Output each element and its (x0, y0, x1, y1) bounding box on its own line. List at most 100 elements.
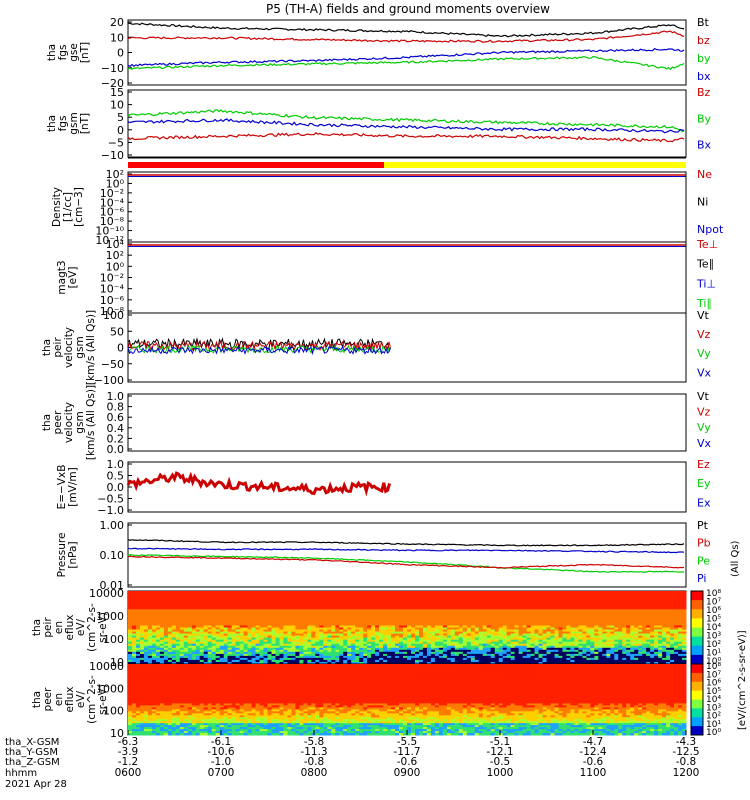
spectrogram-cell (203, 595, 209, 598)
spectrogram-cell (654, 647, 659, 651)
spectrogram-cell (239, 629, 245, 632)
spectrogram-cell (674, 641, 679, 645)
spectrogram-cell (438, 653, 444, 657)
spectrogram-cell (387, 627, 392, 630)
spectrogram-cell (247, 635, 253, 639)
spectrogram-cell (550, 605, 555, 608)
spectrogram-cell (159, 647, 165, 651)
spectrogram-cell (650, 617, 655, 620)
spectrogram-cell (558, 603, 563, 606)
spectrogram-cell (482, 633, 488, 637)
spectrogram-cell (682, 641, 687, 645)
spectrogram-cell (347, 631, 352, 635)
spectrogram-cell (582, 599, 587, 602)
spectrogram-cell (343, 619, 348, 622)
spectrogram-cell (574, 639, 579, 643)
spectrogram-cell (371, 647, 376, 651)
spectrogram-cell (343, 607, 348, 610)
spectrogram-cell (598, 635, 603, 639)
spectrogram-cell (151, 597, 157, 600)
spectrogram-cell (614, 633, 619, 637)
spectrogram-cell (383, 619, 388, 622)
spectrogram-cell (470, 631, 476, 635)
spectrogram-cell (239, 593, 245, 596)
spectrogram-cell (247, 605, 253, 608)
spectrogram-cell (486, 621, 492, 624)
spectrogram-cell (279, 655, 284, 659)
spectrogram-cell (518, 603, 524, 606)
legend-Ey: Ey (697, 477, 711, 490)
spectrogram-cell (662, 597, 667, 600)
spectrogram-cell (203, 647, 209, 651)
spectrogram-cell (383, 597, 388, 600)
spectrogram-cell (199, 617, 205, 620)
spectrogram-cell (132, 641, 137, 645)
spectrogram-cell (363, 595, 368, 598)
spectrogram-cell (590, 595, 595, 598)
spectrogram-cell (215, 613, 221, 616)
spectrogram-cell (658, 631, 663, 635)
spectrogram-cell (195, 609, 201, 612)
spectrogram-cell (315, 597, 320, 600)
spectrogram-cell (395, 593, 400, 596)
spectrogram-cell (610, 595, 615, 598)
spectrogram-cell (323, 631, 328, 635)
spectrogram-cell (486, 623, 492, 626)
spectrogram-cell (187, 641, 193, 645)
spectrogram-cell (140, 651, 145, 655)
spectrogram-cell (454, 655, 460, 659)
spectrogram-cell (614, 645, 619, 649)
spectrogram-cell (562, 657, 567, 661)
spectrogram-cell (662, 605, 667, 608)
y-tick-label: 100 (103, 309, 124, 322)
spectrogram-cell (371, 607, 376, 610)
spectrogram-cell (363, 627, 368, 630)
spectrogram-cell (678, 647, 683, 651)
spectrogram-cell (199, 647, 205, 651)
spectrogram-cell (510, 599, 516, 602)
spectrogram-cell (630, 621, 635, 624)
spectrogram-cell (255, 637, 260, 641)
spectrogram-cell (598, 645, 603, 649)
spectrogram-cell (498, 635, 504, 639)
spectrogram-cell (303, 619, 308, 622)
spectrogram-cell (438, 637, 444, 641)
spectrogram-cell (395, 609, 400, 612)
spectrogram-cell (175, 621, 181, 624)
spectrogram-cell (323, 651, 328, 655)
spectrogram-cell (251, 607, 257, 610)
spectrogram-cell (403, 633, 408, 637)
y-axis-label-line: gsm (68, 112, 80, 134)
spectrogram-cell (482, 627, 488, 630)
spectrogram-cell (478, 645, 484, 649)
y-axis-label: magt3[eV] (56, 260, 79, 294)
spectrogram-cell (132, 647, 137, 651)
spectrogram-cell (183, 635, 189, 639)
spectrogram-cell (630, 605, 635, 608)
spectrogram-cell (415, 615, 420, 618)
spectrogram-cell (167, 649, 173, 653)
spectrogram-cell (379, 635, 384, 639)
spectrogram-cell (530, 627, 536, 630)
spectrogram-cell (251, 609, 257, 612)
spectrogram-cell (195, 659, 201, 663)
spectrogram-cell (163, 627, 169, 630)
spectrogram-cell (610, 639, 615, 643)
spectrogram-cell (450, 647, 456, 651)
spectrogram-cell (275, 631, 280, 635)
spectrogram-cell (379, 641, 384, 645)
spectrogram-cell (534, 645, 539, 649)
spectrogram-cell (283, 593, 288, 596)
spectrogram-cell (578, 651, 583, 655)
spectrogram-cell (650, 633, 655, 637)
spectrogram-cell (175, 635, 181, 639)
spectrogram-cell (399, 627, 404, 630)
spectrogram-cell (175, 655, 181, 659)
spectrogram-cell (327, 655, 332, 659)
spectrogram-cell (223, 643, 229, 647)
spectrogram-cell (155, 645, 161, 649)
spectrogram-cell (570, 657, 575, 661)
spectrogram-cell (355, 603, 360, 606)
spectrogram-cell (538, 595, 543, 598)
spectrogram-cell (291, 653, 296, 657)
